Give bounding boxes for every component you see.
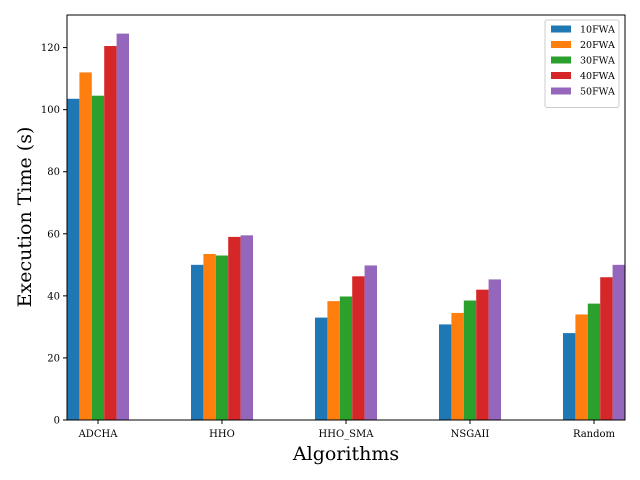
x-axis-ticks: ADCHA HHO HHO_SMA NSGAII Random [78, 420, 616, 440]
bar-40FWA-HHO [228, 236, 241, 420]
bar-20FWA-Random [575, 314, 588, 420]
bar-20FWA-HHO [203, 253, 216, 420]
legend-swatch-30FWA [551, 56, 571, 64]
bar-10FWA-HHO_SMA [315, 317, 328, 420]
bar-50FWA-HHO_SMA [364, 265, 377, 420]
legend-swatch-20FWA [551, 41, 571, 48]
bar-10FWA-ADCHA [67, 98, 80, 420]
y-tick-label: 60 [47, 229, 60, 240]
bar-40FWA-HHO_SMA [352, 276, 365, 420]
bar-50FWA-HHO [240, 235, 253, 420]
legend-label-40FWA: 40FWA [580, 71, 615, 82]
bar-10FWA-Random [563, 333, 576, 420]
legend-swatch-10FWA [551, 25, 571, 33]
bar-10FWA-HHO [191, 264, 204, 420]
bar-10FWA-NSGAII [439, 324, 452, 420]
x-tick-label: Random [573, 429, 616, 440]
bar-30FWA-HHO [215, 255, 229, 420]
y-tick-label: 100 [41, 105, 60, 116]
bar-50FWA-Random [612, 264, 625, 420]
bar-50FWA-NSGAII [488, 279, 501, 420]
bar-20FWA-HHO_SMA [327, 301, 340, 420]
x-tick-label: HHO_SMA [319, 429, 375, 440]
bar-20FWA-NSGAII [451, 312, 464, 420]
legend-label-50FWA: 50FWA [580, 87, 615, 98]
bar-30FWA-HHO_SMA [339, 296, 353, 420]
y-tick-label: 120 [41, 43, 60, 54]
y-tick-label: 20 [47, 353, 60, 364]
x-tick-label: HHO [209, 429, 235, 440]
legend: 10FWA 20FWA 30FWA 40FWA 50FWA [544, 19, 620, 108]
bar-50FWA-ADCHA [116, 33, 129, 421]
plot-frame [66, 14, 626, 421]
bar-40FWA-NSGAII [476, 289, 489, 420]
legend-label-30FWA: 30FWA [580, 56, 615, 67]
legend-label-10FWA: 10FWA [580, 25, 615, 36]
legend-label-20FWA: 20FWA [580, 40, 615, 51]
y-axis-title: Execution Time (s) [14, 127, 36, 308]
x-tick-label: ADCHA [78, 429, 119, 440]
legend-swatch-40FWA [551, 72, 571, 79]
bar-40FWA-Random [600, 277, 613, 420]
bar-30FWA-ADCHA [91, 95, 105, 420]
y-tick-label: 0 [54, 416, 60, 427]
bar-20FWA-ADCHA [79, 72, 92, 420]
y-tick-label: 80 [47, 167, 60, 178]
bars-group [67, 33, 625, 421]
y-tick-label: 40 [47, 291, 60, 302]
bar-30FWA-NSGAII [463, 300, 477, 420]
y-axis-ticks: 0 20 40 60 80 100 120 [41, 43, 67, 427]
x-tick-label: NSGAII [451, 429, 490, 440]
legend-swatch-50FWA [551, 87, 571, 95]
bar-40FWA-ADCHA [104, 46, 117, 420]
bar-30FWA-Random [587, 303, 601, 420]
x-axis-title: Algorithms [292, 443, 399, 465]
